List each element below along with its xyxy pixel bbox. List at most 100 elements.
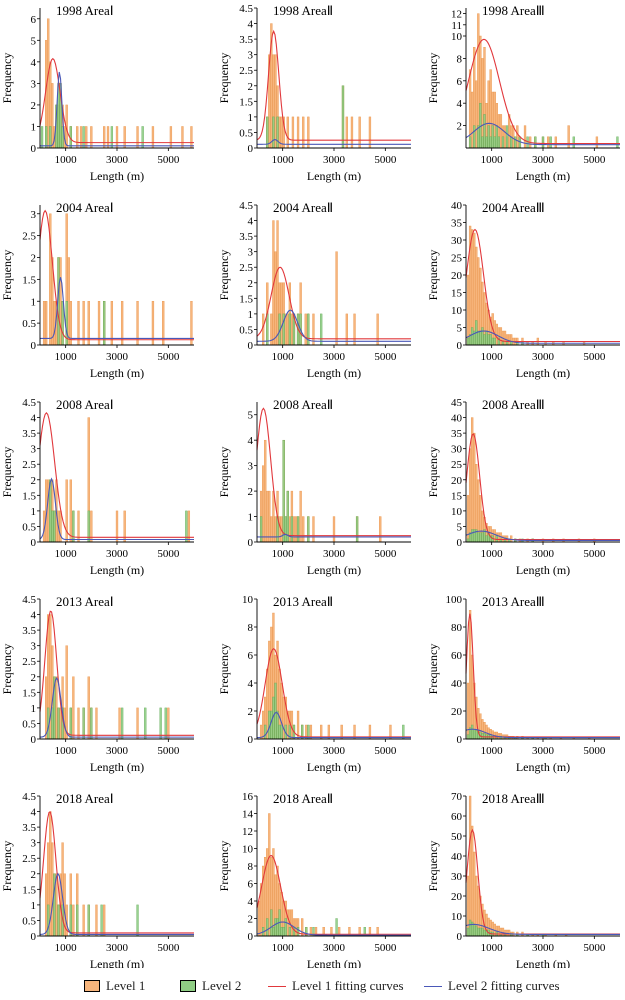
y-tick-label: 0.5 <box>239 127 253 139</box>
legend-level1-curve-label: Level 1 fitting curves <box>292 978 404 993</box>
chart-title: 2004 AreaⅠ <box>56 200 114 215</box>
level1-bar <box>376 313 379 346</box>
level2-bar <box>320 313 323 346</box>
y-axis-label: Frequency <box>0 53 14 104</box>
level2-bar <box>479 330 482 346</box>
level1-bar <box>468 610 472 740</box>
y-tick-label: 1.5 <box>22 490 36 502</box>
level1-bar <box>523 125 527 149</box>
level1-bar <box>72 904 75 937</box>
y-axis-label: Frequency <box>0 250 14 301</box>
x-tick-label: 3000 <box>106 745 129 757</box>
y-tick-label: 2 <box>248 278 254 290</box>
x-tick-label: 5000 <box>157 351 180 363</box>
level1-bar <box>262 465 265 543</box>
y-tick-label: 10 <box>242 594 254 606</box>
x-axis-label: Length (m) <box>516 760 570 774</box>
x-tick-label: 5000 <box>374 548 397 560</box>
level2-bar <box>355 516 359 543</box>
level1-bar <box>507 929 511 937</box>
level2-bar <box>136 904 139 937</box>
level2-bar <box>274 682 277 740</box>
y-tick-label: 30 <box>451 444 463 456</box>
chart-title: 2013 AreaⅢ <box>482 594 545 609</box>
level1-bar <box>280 282 283 346</box>
level1-bar <box>497 532 501 543</box>
level1-fitting-curve <box>465 38 620 145</box>
histogram-panel: 0 20 40 60 80 100 1000 3000 5000 2013 AreaⅢ Length… <box>426 594 620 774</box>
level2-bar <box>276 918 279 937</box>
level2-bar <box>286 490 289 543</box>
level2-bar <box>541 136 545 149</box>
level1-bar <box>489 69 492 149</box>
y-tick-label: 4.5 <box>22 791 36 803</box>
x-tick-label: 5000 <box>583 745 606 757</box>
level1-bar <box>473 232 476 346</box>
level1-bar <box>512 125 515 149</box>
level2-bar <box>616 136 619 149</box>
level2-bar <box>280 927 283 937</box>
level1-bar <box>190 126 193 149</box>
y-tick-label: 60 <box>451 811 463 823</box>
histogram-panel: 0 0.5 1 1.5 2 2.5 3 3.5 4 4.5 1000 3000 5000 2013 Are… <box>0 594 194 774</box>
level2-fitting-curve <box>257 309 411 342</box>
legend-level2-curve-label: Level 2 fitting curves <box>448 978 560 993</box>
level2-bar <box>274 918 277 937</box>
level2-bar <box>296 516 300 543</box>
y-tick-label: 3.5 <box>239 34 253 46</box>
level1-bar <box>53 301 56 346</box>
level1-bar <box>294 516 298 543</box>
x-tick-label: 1000 <box>55 154 78 166</box>
level2-bar <box>501 341 505 346</box>
y-tick-label: 60 <box>451 650 463 662</box>
level2-bar <box>335 918 338 937</box>
level1-bar <box>507 334 511 346</box>
y-tick-label: 4.5 <box>239 200 253 212</box>
level1-bar <box>82 904 85 937</box>
y-tick-label: 0.5 <box>22 318 36 330</box>
x-tick-label: 3000 <box>532 942 555 954</box>
level2-bar <box>284 516 287 543</box>
level2-bar <box>505 341 509 346</box>
x-tick-label: 5000 <box>583 548 606 560</box>
level2-bar <box>90 707 93 740</box>
level2-bar <box>487 334 490 346</box>
level2-bar <box>264 724 267 740</box>
level2-bar <box>466 538 470 543</box>
y-tick-label: 0 <box>31 143 37 155</box>
x-axis-label: Length (m) <box>307 760 361 774</box>
level1-bar <box>136 707 139 740</box>
y-tick-label: 1 <box>31 703 37 715</box>
level2-bar <box>266 313 269 346</box>
legend-level2: Level 2 <box>180 978 241 994</box>
y-tick-label: 40 <box>451 200 463 212</box>
level2-bar <box>485 136 488 149</box>
level2-bar <box>505 125 509 149</box>
x-tick-label: 1000 <box>272 154 295 166</box>
x-tick-label: 5000 <box>374 745 397 757</box>
level2-fitting-curve <box>465 728 620 739</box>
y-tick-label: 2 <box>248 706 254 718</box>
level1-bar <box>118 707 121 740</box>
histogram-panel: 0 0.5 1 1.5 2 2.5 3 3.5 4 4.5 1000 3000 5000 2008 Are… <box>0 397 194 577</box>
y-tick-label: 4.5 <box>239 3 253 15</box>
level2-bar <box>51 707 54 740</box>
y-tick-label: 2.5 <box>239 65 253 77</box>
x-axis-label: Length (m) <box>90 760 144 774</box>
level2-bar <box>307 516 310 543</box>
level1-fitting-curve <box>465 228 620 343</box>
y-axis-label: Frequency <box>426 250 440 301</box>
y-tick-label: 25 <box>451 253 463 265</box>
y-axis-label: Frequency <box>217 644 231 695</box>
level1-bar <box>47 18 50 149</box>
y-tick-label: 4 <box>457 98 463 110</box>
level2-bar <box>278 724 281 740</box>
level2-bar <box>110 126 114 149</box>
level2-bar <box>514 136 517 149</box>
x-axis-label: Length (m) <box>516 563 570 577</box>
level2-bar <box>510 136 513 149</box>
y-axis-label: Frequency <box>426 447 440 498</box>
legend-level1: Level 1 <box>84 978 145 994</box>
